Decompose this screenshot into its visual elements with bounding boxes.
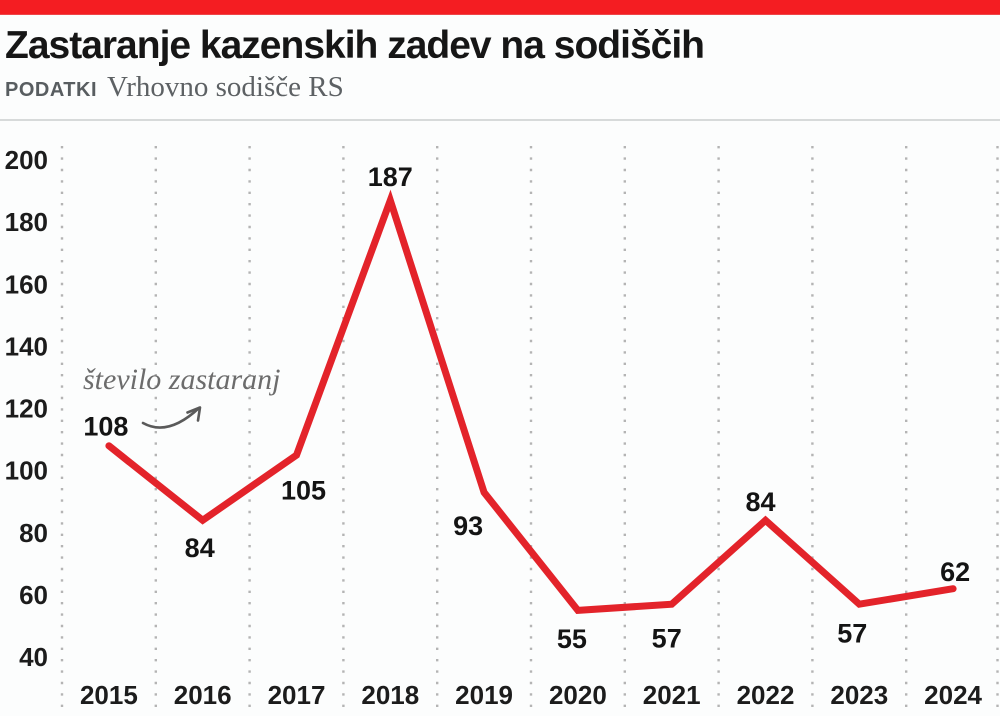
x-tick-label: 2021	[643, 680, 701, 710]
x-tick-label: 2020	[549, 680, 607, 710]
x-tick-label: 2015	[80, 680, 138, 710]
value-label: 108	[83, 411, 128, 441]
data-point-labels: 108 84 105 187 93 55 57 84 57 62	[83, 162, 970, 654]
chart-header: Zastaranje kazenskih zadev na sodiščih P…	[5, 24, 995, 104]
value-label: 57	[837, 619, 867, 649]
y-axis-tick-labels: 200 180 160 140 120 100 80 60 40	[5, 145, 48, 672]
x-tick-label: 2023	[830, 680, 888, 710]
value-label: 93	[453, 511, 483, 541]
y-tick-label: 120	[5, 394, 48, 424]
value-label: 187	[368, 162, 413, 192]
value-label: 105	[281, 476, 326, 506]
series-annotation-label: število zastaranj	[83, 363, 281, 396]
value-label: 62	[940, 557, 970, 587]
x-tick-label: 2018	[361, 680, 419, 710]
x-tick-label: 2022	[737, 680, 795, 710]
y-tick-label: 40	[19, 642, 48, 672]
source-line: PODATKI Vrhovno sodišče RS	[5, 71, 995, 104]
y-tick-label: 60	[19, 580, 48, 610]
x-tick-label: 2024	[924, 680, 982, 710]
value-label: 84	[745, 487, 775, 517]
y-tick-label: 100	[5, 456, 48, 486]
page-title: Zastaranje kazenskih zadev na sodiščih	[5, 24, 705, 67]
x-tick-label: 2017	[268, 680, 326, 710]
value-label: 84	[185, 533, 215, 563]
series-line	[105, 189, 957, 615]
series-annotation: število zastaranj	[83, 363, 281, 429]
header-divider	[0, 119, 1000, 121]
top-accent-bar	[0, 0, 1000, 15]
value-label: 55	[557, 624, 587, 654]
x-tick-label: 2019	[455, 680, 513, 710]
source-label: PODATKI	[5, 78, 98, 101]
arrow-head-icon	[186, 406, 202, 422]
x-axis-tick-labels: 2015 2016 2017 2018 2019 2020 2021 2022 2023 2024	[80, 680, 983, 710]
y-tick-label: 160	[5, 269, 48, 299]
curved-arrow-icon	[141, 406, 201, 429]
y-tick-label: 80	[19, 518, 48, 548]
x-tick-label: 2016	[174, 680, 232, 710]
y-tick-label: 140	[5, 331, 48, 361]
y-tick-label: 180	[5, 207, 48, 237]
y-tick-label: 200	[5, 145, 48, 175]
source-value: Vrhovno sodišče RS	[107, 70, 344, 103]
value-label: 57	[652, 624, 682, 654]
